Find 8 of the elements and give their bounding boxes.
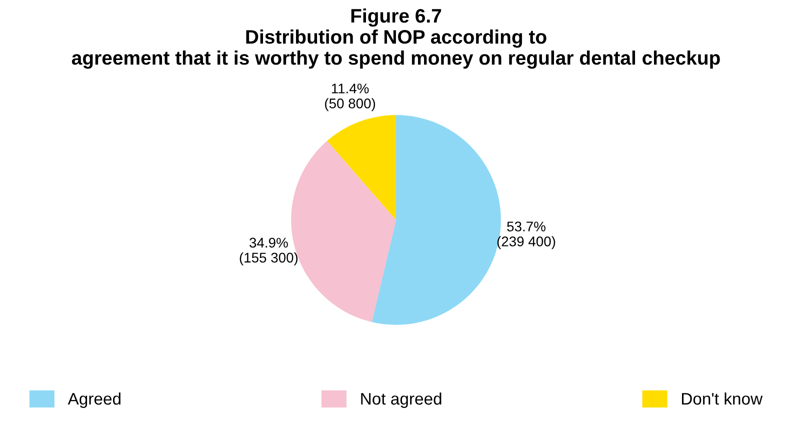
data-label: 34.9% (155 300) [240,238,298,266]
legend-label: Agreed [68,392,120,408]
legend-label: Don't know [682,392,763,405]
chart-title: Figure 6.7 Distribution of NOP according to agreement that it is worthy to spend money on regular dental checkup [72,8,720,69]
data-label: 11.4% (50 800) [325,84,376,112]
legend-label: Not agreed [361,392,442,408]
data-label: 53.7% (239 400) [497,222,556,250]
pie-slice [327,115,396,220]
